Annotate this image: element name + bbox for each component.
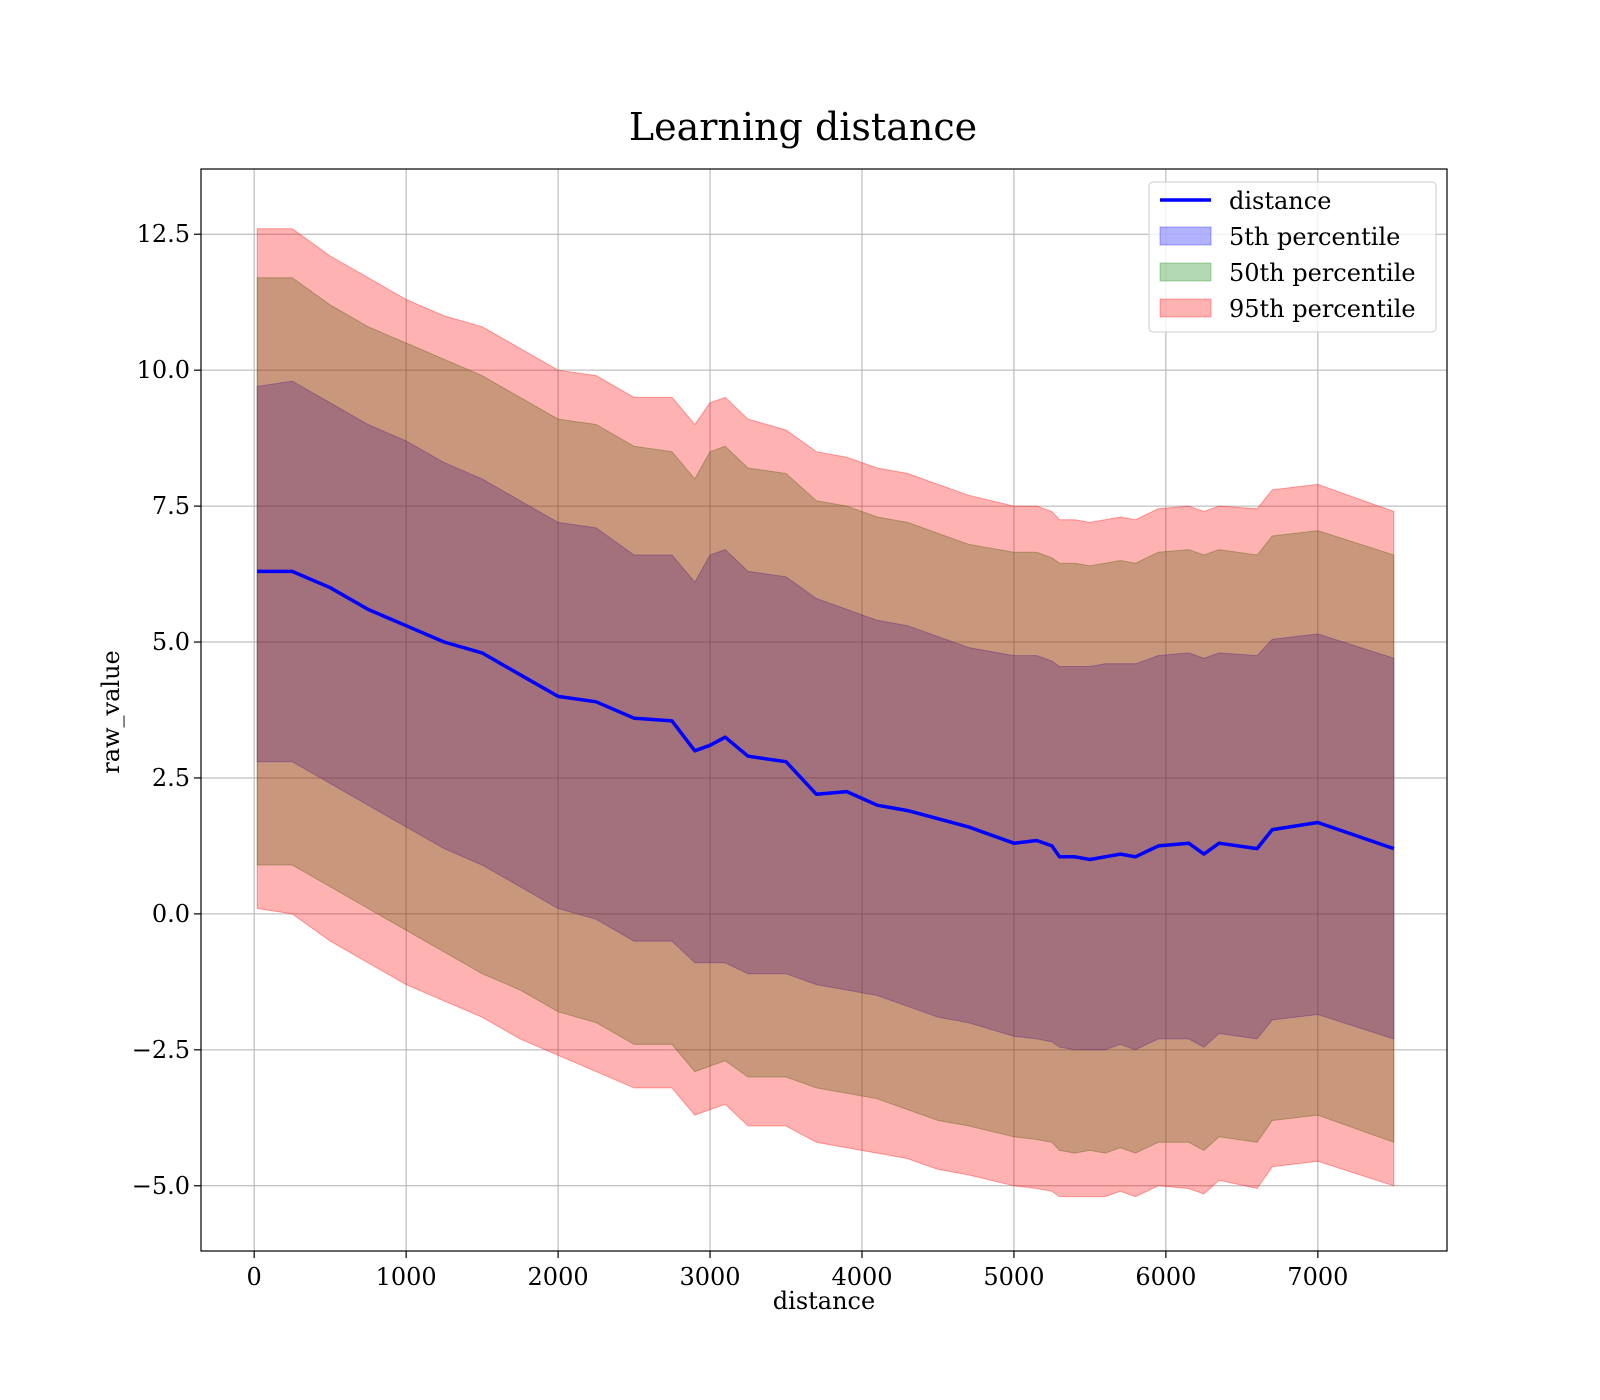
legend-swatch-5th (1159, 226, 1212, 246)
band-50th-percentile (256, 277, 1395, 1154)
y-tick-label: −2.5 (132, 1036, 190, 1064)
x-axis-label: distance (773, 1287, 875, 1315)
y-axis-ticks: −5.0 −2.5 0.0 2.5 5.0 7.5 10.0 12.5 (132, 220, 201, 1200)
legend-label-95th: 95th percentile (1229, 295, 1416, 323)
band-layer (256, 228, 1395, 1198)
x-axis-ticks: 0 1000 2000 3000 4000 5000 6000 7000 (247, 1251, 1348, 1291)
band-5th-percentile (256, 380, 1395, 1051)
legend-label-5th: 5th percentile (1229, 223, 1400, 251)
plot-frame (200, 168, 1448, 1252)
y-tick-label: 12.5 (137, 220, 190, 248)
x-tick-label: 0 (247, 1263, 262, 1291)
x-tick-label: 4000 (831, 1263, 892, 1291)
legend-swatch-50th (1159, 262, 1212, 282)
y-tick-label: 5.0 (152, 628, 190, 656)
x-tick-label: 7000 (1287, 1263, 1348, 1291)
x-tick-label: 2000 (528, 1263, 589, 1291)
legend: distance 5th percentile 50th percentile … (1148, 181, 1437, 333)
grid-layer (201, 169, 1447, 1251)
legend-frame (1148, 181, 1437, 333)
y-tick-label: 7.5 (152, 492, 190, 520)
legend-label-50th: 50th percentile (1229, 259, 1416, 287)
x-tick-label: 6000 (1135, 1263, 1196, 1291)
x-tick-label: 3000 (679, 1263, 740, 1291)
x-tick-label: 5000 (983, 1263, 1044, 1291)
y-tick-label: 2.5 (152, 764, 190, 792)
series-line-distance (257, 569, 1395, 862)
chart-title: Learning distance (629, 105, 977, 149)
line-layer (257, 569, 1395, 862)
band-95th-percentile (256, 228, 1395, 1198)
legend-swatch-95th (1159, 298, 1212, 318)
y-tick-label: 0.0 (152, 900, 190, 928)
y-tick-label: −5.0 (132, 1172, 190, 1200)
y-axis-label: raw_value (97, 650, 125, 774)
legend-label-distance: distance (1229, 187, 1331, 215)
y-tick-label: 10.0 (137, 356, 190, 384)
x-tick-label: 1000 (376, 1263, 437, 1291)
